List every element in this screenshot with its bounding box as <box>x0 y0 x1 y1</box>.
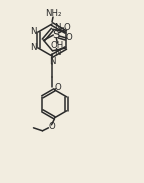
Text: O: O <box>54 83 61 92</box>
Text: N: N <box>30 27 36 36</box>
Text: S: S <box>53 30 60 40</box>
Text: O: O <box>48 122 55 131</box>
Text: N: N <box>54 23 61 32</box>
Text: N: N <box>54 48 61 57</box>
Text: O: O <box>66 33 73 42</box>
Text: NH₂: NH₂ <box>45 10 61 18</box>
Text: OH: OH <box>51 42 64 51</box>
Text: N: N <box>30 44 36 53</box>
Text: O: O <box>64 23 71 33</box>
Text: N: N <box>49 57 55 66</box>
